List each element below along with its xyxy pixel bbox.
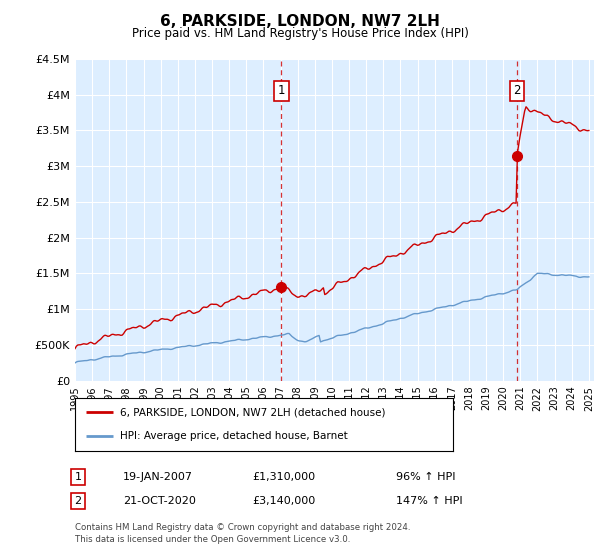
Text: 1: 1 [74,472,82,482]
Text: 147% ↑ HPI: 147% ↑ HPI [396,496,463,506]
Text: 2: 2 [74,496,82,506]
Text: 96% ↑ HPI: 96% ↑ HPI [396,472,455,482]
Text: 6, PARKSIDE, LONDON, NW7 2LH: 6, PARKSIDE, LONDON, NW7 2LH [160,14,440,29]
Text: £1,310,000: £1,310,000 [252,472,315,482]
Text: 21-OCT-2020: 21-OCT-2020 [123,496,196,506]
Text: Price paid vs. HM Land Registry's House Price Index (HPI): Price paid vs. HM Land Registry's House … [131,27,469,40]
Text: Contains HM Land Registry data © Crown copyright and database right 2024.
This d: Contains HM Land Registry data © Crown c… [75,522,410,544]
Text: 6, PARKSIDE, LONDON, NW7 2LH (detached house): 6, PARKSIDE, LONDON, NW7 2LH (detached h… [121,408,386,418]
Text: 19-JAN-2007: 19-JAN-2007 [123,472,193,482]
Text: HPI: Average price, detached house, Barnet: HPI: Average price, detached house, Barn… [121,431,348,441]
Text: 1: 1 [278,85,285,97]
Text: £3,140,000: £3,140,000 [252,496,315,506]
Text: 2: 2 [513,85,521,97]
